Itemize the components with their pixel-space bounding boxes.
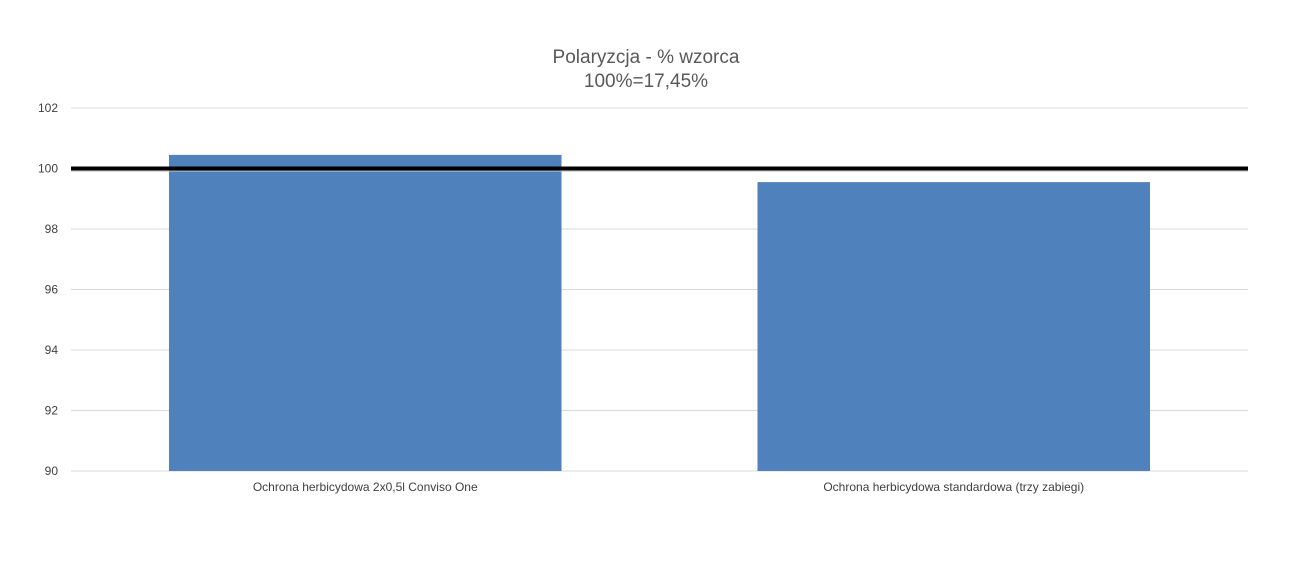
y-tick-label: 102	[38, 101, 58, 115]
chart-subtitle: 100%=17,45%	[584, 71, 708, 92]
bars	[168, 154, 1151, 472]
y-tick-label: 90	[45, 464, 59, 478]
x-category-label: Ochrona herbicydowa standardowa (trzy za…	[823, 480, 1084, 494]
x-axis-labels: Ochrona herbicydowa 2x0,5l Conviso One Oc…	[253, 480, 1084, 494]
chart-title: Polaryzcja - % wzorca	[553, 47, 740, 68]
y-tick-label: 100	[38, 162, 58, 176]
bar	[168, 154, 562, 471]
y-axis-ticks: 90 92 94 96 98 100 102	[38, 101, 58, 478]
y-tick-label: 98	[45, 222, 59, 236]
x-category-label: Ochrona herbicydowa 2x0,5l Conviso One	[253, 480, 478, 494]
bar	[757, 182, 1151, 472]
y-tick-label: 96	[45, 283, 59, 297]
y-tick-label: 94	[45, 343, 59, 357]
reference-line-group	[71, 166, 1248, 172]
y-tick-label: 92	[45, 404, 59, 418]
